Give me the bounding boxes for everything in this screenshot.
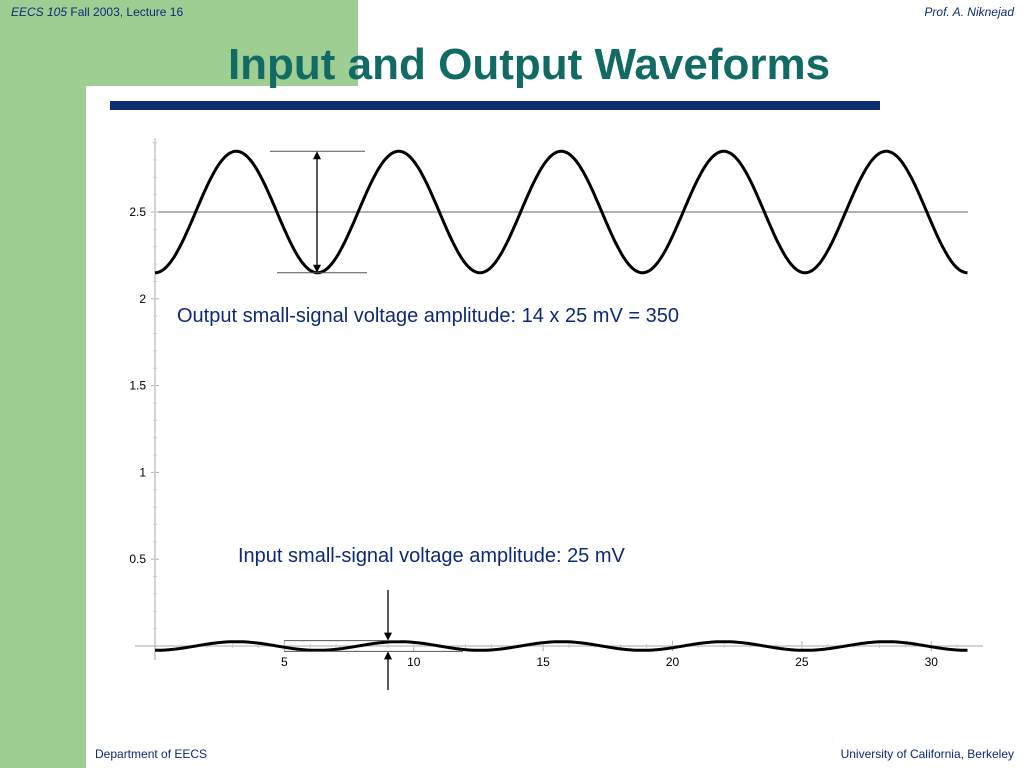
x-tick-label: 10 — [407, 655, 421, 669]
title-underline — [110, 101, 880, 110]
x-tick-label: 30 — [925, 655, 939, 669]
course-code: EECS 105 — [11, 5, 68, 19]
x-tick-label: 25 — [795, 655, 809, 669]
arrowhead-down — [384, 632, 392, 641]
left-green-band — [0, 0, 86, 768]
y-tick-label: 0.5 — [129, 552, 146, 566]
header-course-info: EECS 105 Fall 2003, Lecture 16 — [11, 5, 183, 19]
slide-title: Input and Output Waveforms — [227, 40, 831, 89]
x-tick-label: 5 — [281, 655, 288, 669]
plot-curves — [154, 149, 968, 652]
amplitude-markers — [270, 150, 463, 690]
x-tick-label: 20 — [666, 655, 680, 669]
plot-ticks: 0.5 1 1.5 2 2.5 5 10 15 20 25 30 — [129, 142, 958, 669]
footer-university: University of California, Berkeley — [840, 747, 1014, 761]
output-amplitude-annotation: Output small-signal voltage amplitude: 1… — [177, 305, 679, 327]
output-waveform-line — [154, 149, 968, 275]
footer-department: Department of EECS — [95, 747, 208, 761]
arrowhead-up — [313, 151, 321, 160]
plot-axes — [135, 138, 983, 660]
y-tick-label: 1 — [139, 465, 146, 479]
course-term: Fall 2003, Lecture 16 — [70, 5, 184, 19]
slide-content-panel — [86, 86, 1024, 768]
y-tick-label: 2.5 — [129, 205, 146, 219]
y-tick-label: 1.5 — [129, 379, 146, 393]
y-tick-label: 2 — [139, 292, 146, 306]
top-green-band — [0, 0, 358, 86]
arrowhead-up — [384, 651, 392, 660]
header-author: Prof. A. Niknejad — [924, 5, 1014, 19]
x-tick-label: 15 — [536, 655, 550, 669]
input-amplitude-annotation: Input small-signal voltage amplitude: 25… — [238, 545, 625, 567]
input-waveform-line — [155, 640, 968, 652]
arrowhead-down — [313, 264, 321, 273]
